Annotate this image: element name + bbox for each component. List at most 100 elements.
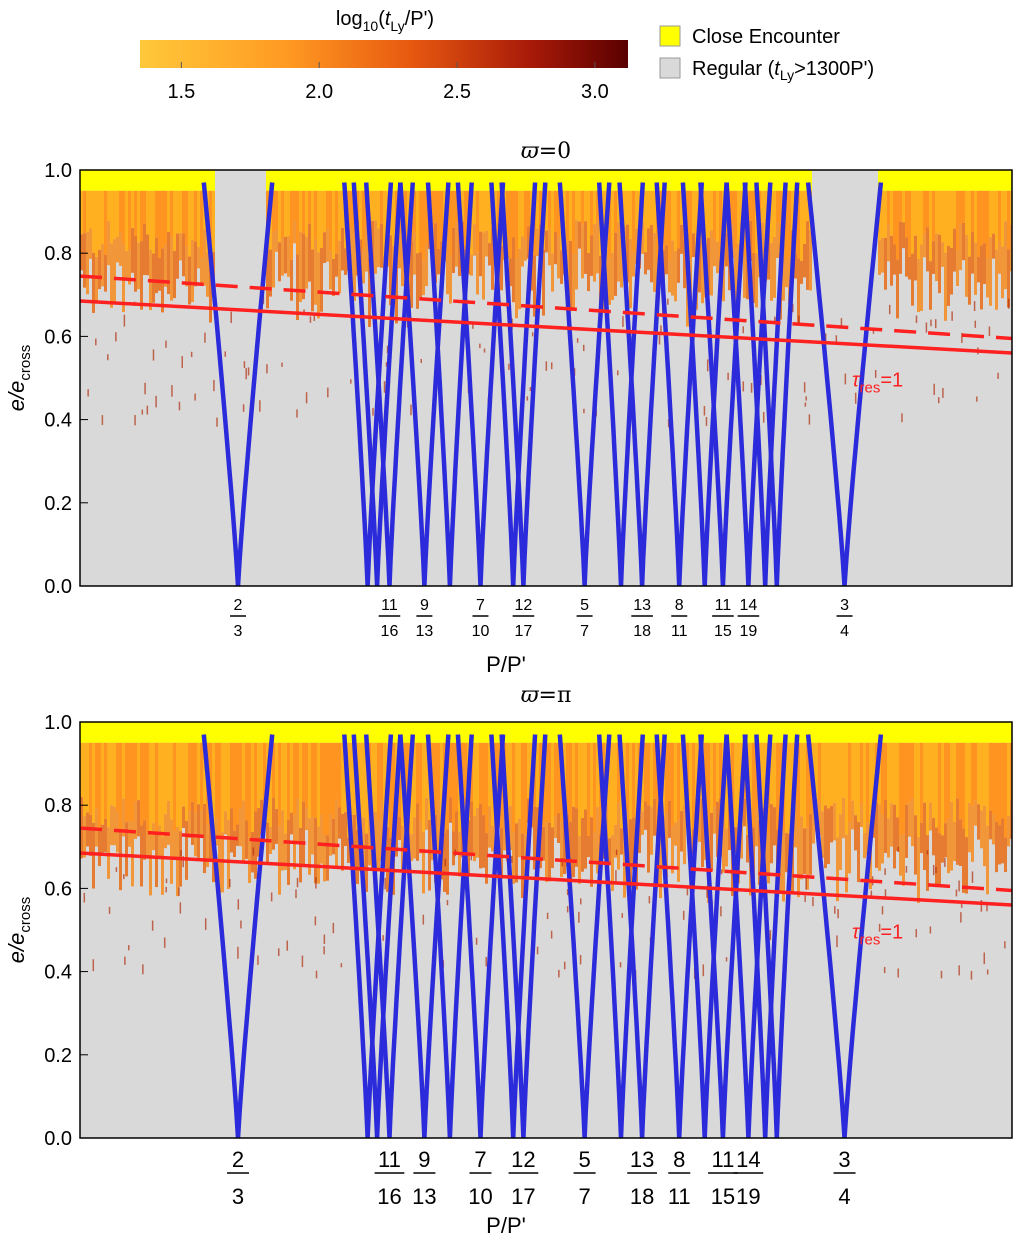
chaotic-cell [998,742,1001,826]
close-encounter-cell [404,170,407,191]
chaotic-cell [524,190,527,239]
chaotic-cell [416,190,419,254]
chaotic-cell [476,808,479,858]
chaotic-cell [104,190,107,255]
chaotic-cell [995,190,998,250]
close-encounter-cell [134,170,137,191]
chaotic-cell [698,242,701,293]
tau-res-label: τres=1 [852,369,903,396]
close-encounter-cell [368,170,371,191]
close-encounter-cell [959,170,962,191]
chaotic-speck [224,351,227,357]
resonance-curve [654,182,705,586]
close-encounter-cell [167,722,170,743]
chaotic-cell [380,800,383,862]
chaotic-cell [452,228,455,273]
close-encounter-cell [998,170,1001,191]
close-encounter-cell [179,722,182,743]
chaotic-speck [558,969,560,978]
close-encounter-cell [746,170,749,191]
y-tick-label: 0.8 [44,795,72,817]
close-encounter-cell [374,722,377,743]
chaotic-cell [716,742,719,802]
close-encounter-cell [563,722,566,743]
close-encounter-cell [962,722,965,743]
close-encounter-cell [899,170,902,191]
chaotic-cell [269,742,272,827]
close-encounter-cell [287,170,290,191]
close-encounter-cell [923,170,926,191]
close-encounter-cell [968,170,971,191]
chaotic-cell [314,742,317,819]
chaotic-cell [716,190,719,242]
chaotic-cell [200,257,203,285]
close-encounter-cell [884,170,887,191]
chaotic-cell [476,190,479,253]
chaotic-cell [122,798,125,837]
chaotic-speck [563,961,566,970]
close-encounter-cell [404,722,407,743]
chaotic-cell [959,742,962,820]
chaotic-cell [266,250,269,309]
chaotic-cell [140,742,143,826]
resonance-label-numerator: 8 [675,597,684,614]
resonance-curve [617,734,667,1138]
chaotic-cell [836,837,839,902]
chaotic-cell [980,190,983,246]
chaotic-cell [992,233,995,259]
chaotic-cell [488,742,491,807]
chaotic-cell [479,742,482,805]
chaotic-speck [301,955,304,968]
chaotic-cell [491,826,494,852]
chaotic-cell [473,742,476,816]
chaotic-cell [485,833,488,884]
chaotic-cell [566,190,569,241]
chaotic-cell [851,800,854,830]
chaotic-cell [146,832,149,859]
chaotic-cell [653,233,656,292]
chaotic-speck [944,857,946,867]
close-encounter-cell [281,170,284,191]
chaotic-cell [980,810,983,849]
chaotic-cell [995,821,998,873]
close-encounter-cell [896,170,899,191]
chaotic-cell [839,742,842,815]
chaotic-cell [848,742,851,823]
chaotic-cell [134,742,137,802]
chaotic-cell [491,228,494,290]
close-encounter-cell [785,722,788,743]
close-encounter-cell [251,722,254,743]
chaotic-cell [89,742,92,815]
chaotic-cell [437,742,440,801]
chaotic-cell [515,823,518,883]
chaotic-cell [944,190,947,253]
chaotic-cell [908,256,911,280]
resonance-label-denominator: 7 [580,623,589,640]
close-encounter-cell [407,722,410,743]
chaotic-speck [702,964,705,977]
chaotic-cell [944,252,947,321]
chaotic-cell [782,233,785,301]
close-encounter-cell [665,722,668,743]
chaotic-cell [194,742,197,813]
close-encounter-cell [395,170,398,191]
y-axis-label: e/ecross [4,897,34,963]
chaotic-cell [122,190,125,245]
chaotic-cell [866,823,869,856]
chaotic-cell [200,742,203,811]
chaotic-cell [146,742,149,833]
chaotic-cell [914,190,917,236]
close-encounter-cell [122,170,125,191]
tau-res-label: τres=1 [852,921,903,948]
close-encounter-cell [959,722,962,743]
resonance-curve [557,734,612,1138]
chaotic-cell [104,818,107,853]
chaotic-cell [167,232,170,295]
chaotic-cell [437,800,440,853]
close-encounter-cell [716,170,719,191]
close-encounter-cell [806,170,809,191]
resonance-label-denominator: 11 [668,1184,691,1209]
chaotic-cell [944,823,947,858]
